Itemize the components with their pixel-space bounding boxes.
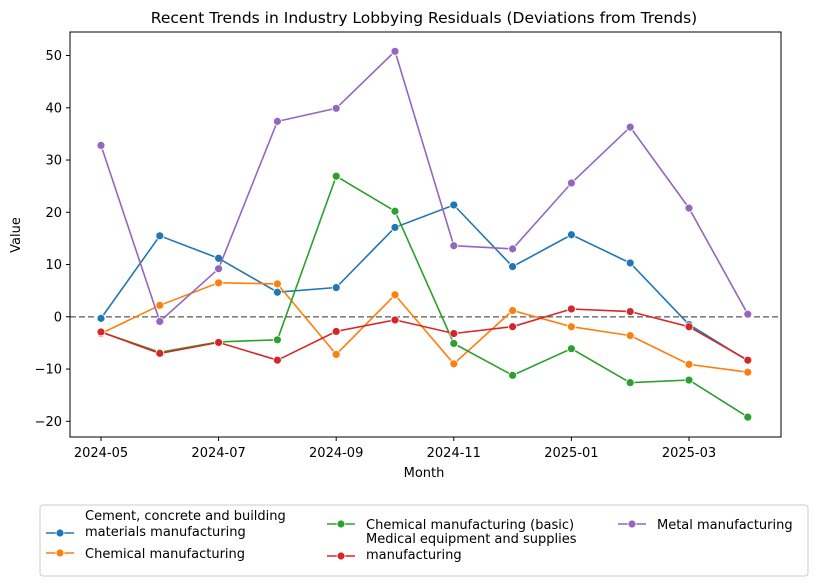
data-point [508,262,517,272]
data-point [214,278,224,288]
y-tick-label: 10 [45,258,62,273]
data-point [684,322,694,332]
data-point [155,231,165,241]
data-point [449,241,459,251]
legend-label: Medical equipment and supplies manufactur… [366,532,577,563]
x-tick-label: 2024-11 [427,446,481,461]
data-point [508,370,517,380]
y-axis-label: Value [9,217,24,253]
legend-entry-1: Chemical manufacturing [46,547,245,562]
data-point [743,309,753,319]
y-tick-label: 0 [54,310,62,325]
y-tick-label: −10 [35,363,62,378]
data-point [508,244,517,254]
legend-label: Chemical manufacturing [85,547,245,562]
legend-entry-4: Metal manufacturing [618,518,793,533]
data-point [567,230,576,240]
data-point [449,339,459,348]
series-line-1 [100,281,748,373]
data-point [96,327,106,337]
data-point [743,412,753,422]
data-point [96,140,106,150]
data-point [567,322,576,332]
data-point [684,375,694,385]
data-point [625,258,635,268]
legend-marker [55,548,65,558]
data-point [331,171,341,181]
legend-entry-3: Medical equipment and supplies manufactur… [327,532,577,563]
series-line-0 [100,204,749,362]
data-point [331,103,341,113]
chart-title: Recent Trends in Industry Lobbying Resid… [151,9,697,27]
y-tick-label: 20 [45,206,62,221]
x-tick-label: 2024-07 [191,446,245,461]
data-point [625,122,635,132]
data-point [625,307,635,316]
data-point [390,223,400,232]
data-point [390,290,400,300]
data-point [96,313,106,323]
legend-marker [336,519,346,529]
y-tick-label: 40 [45,101,62,116]
data-point [272,279,282,289]
data-point [449,359,459,369]
data-point [449,200,459,210]
series-line-3 [100,308,749,362]
data-point [567,344,576,354]
data-point [272,116,282,126]
data-point [684,359,694,369]
x-axis-label: Month [404,466,445,481]
legend-label: Chemical manufacturing (basic) [366,518,574,533]
data-point [625,331,635,341]
x-tick-label: 2024-05 [74,446,128,461]
data-point [214,264,224,274]
data-point [155,300,165,310]
legend-marker [336,551,346,561]
x-tick-label: 2025-01 [544,446,598,461]
y-tick-label: 30 [45,154,62,169]
series-line-4 [100,49,749,323]
data-point [272,287,282,297]
x-tick-label: 2025-03 [662,446,716,461]
data-point [743,367,753,377]
data-point [567,304,576,314]
data-point [508,306,517,315]
data-point [390,206,400,216]
legend-box [39,504,809,577]
data-point [390,315,400,325]
legend-marker [55,528,65,538]
data-point [272,335,282,345]
data-point [155,348,165,358]
y-tick-label: 50 [45,49,62,64]
plot-area [70,46,781,422]
data-point [331,350,341,359]
legend-label: Metal manufacturing [657,518,793,533]
y-tick-label: −20 [35,415,62,430]
data-point [743,355,753,365]
series-line-2 [100,175,749,418]
x-tick-label: 2024-09 [309,446,363,461]
data-point [567,178,576,188]
legend-entry-2: Chemical manufacturing (basic) [327,518,574,533]
legend-label: Cement, concrete and building materials m… [85,509,286,540]
data-point [214,338,224,347]
legend-entry-0: Cement, concrete and building materials m… [46,509,286,540]
data-point [272,355,282,365]
data-point [684,203,694,213]
legend-marker [627,519,637,529]
axes: −20 −10 0 10 20 30 40 50 2024-05 2024-07 2024-09 20… [35,49,717,461]
data-point [155,317,165,326]
legend: Cement, concrete and building materials m… [39,504,809,577]
data-point [390,46,400,56]
data-point [625,378,635,388]
data-point [331,327,341,336]
data-point [331,283,341,292]
data-point [449,329,459,338]
data-point [508,322,517,332]
plot-frame [69,31,782,438]
